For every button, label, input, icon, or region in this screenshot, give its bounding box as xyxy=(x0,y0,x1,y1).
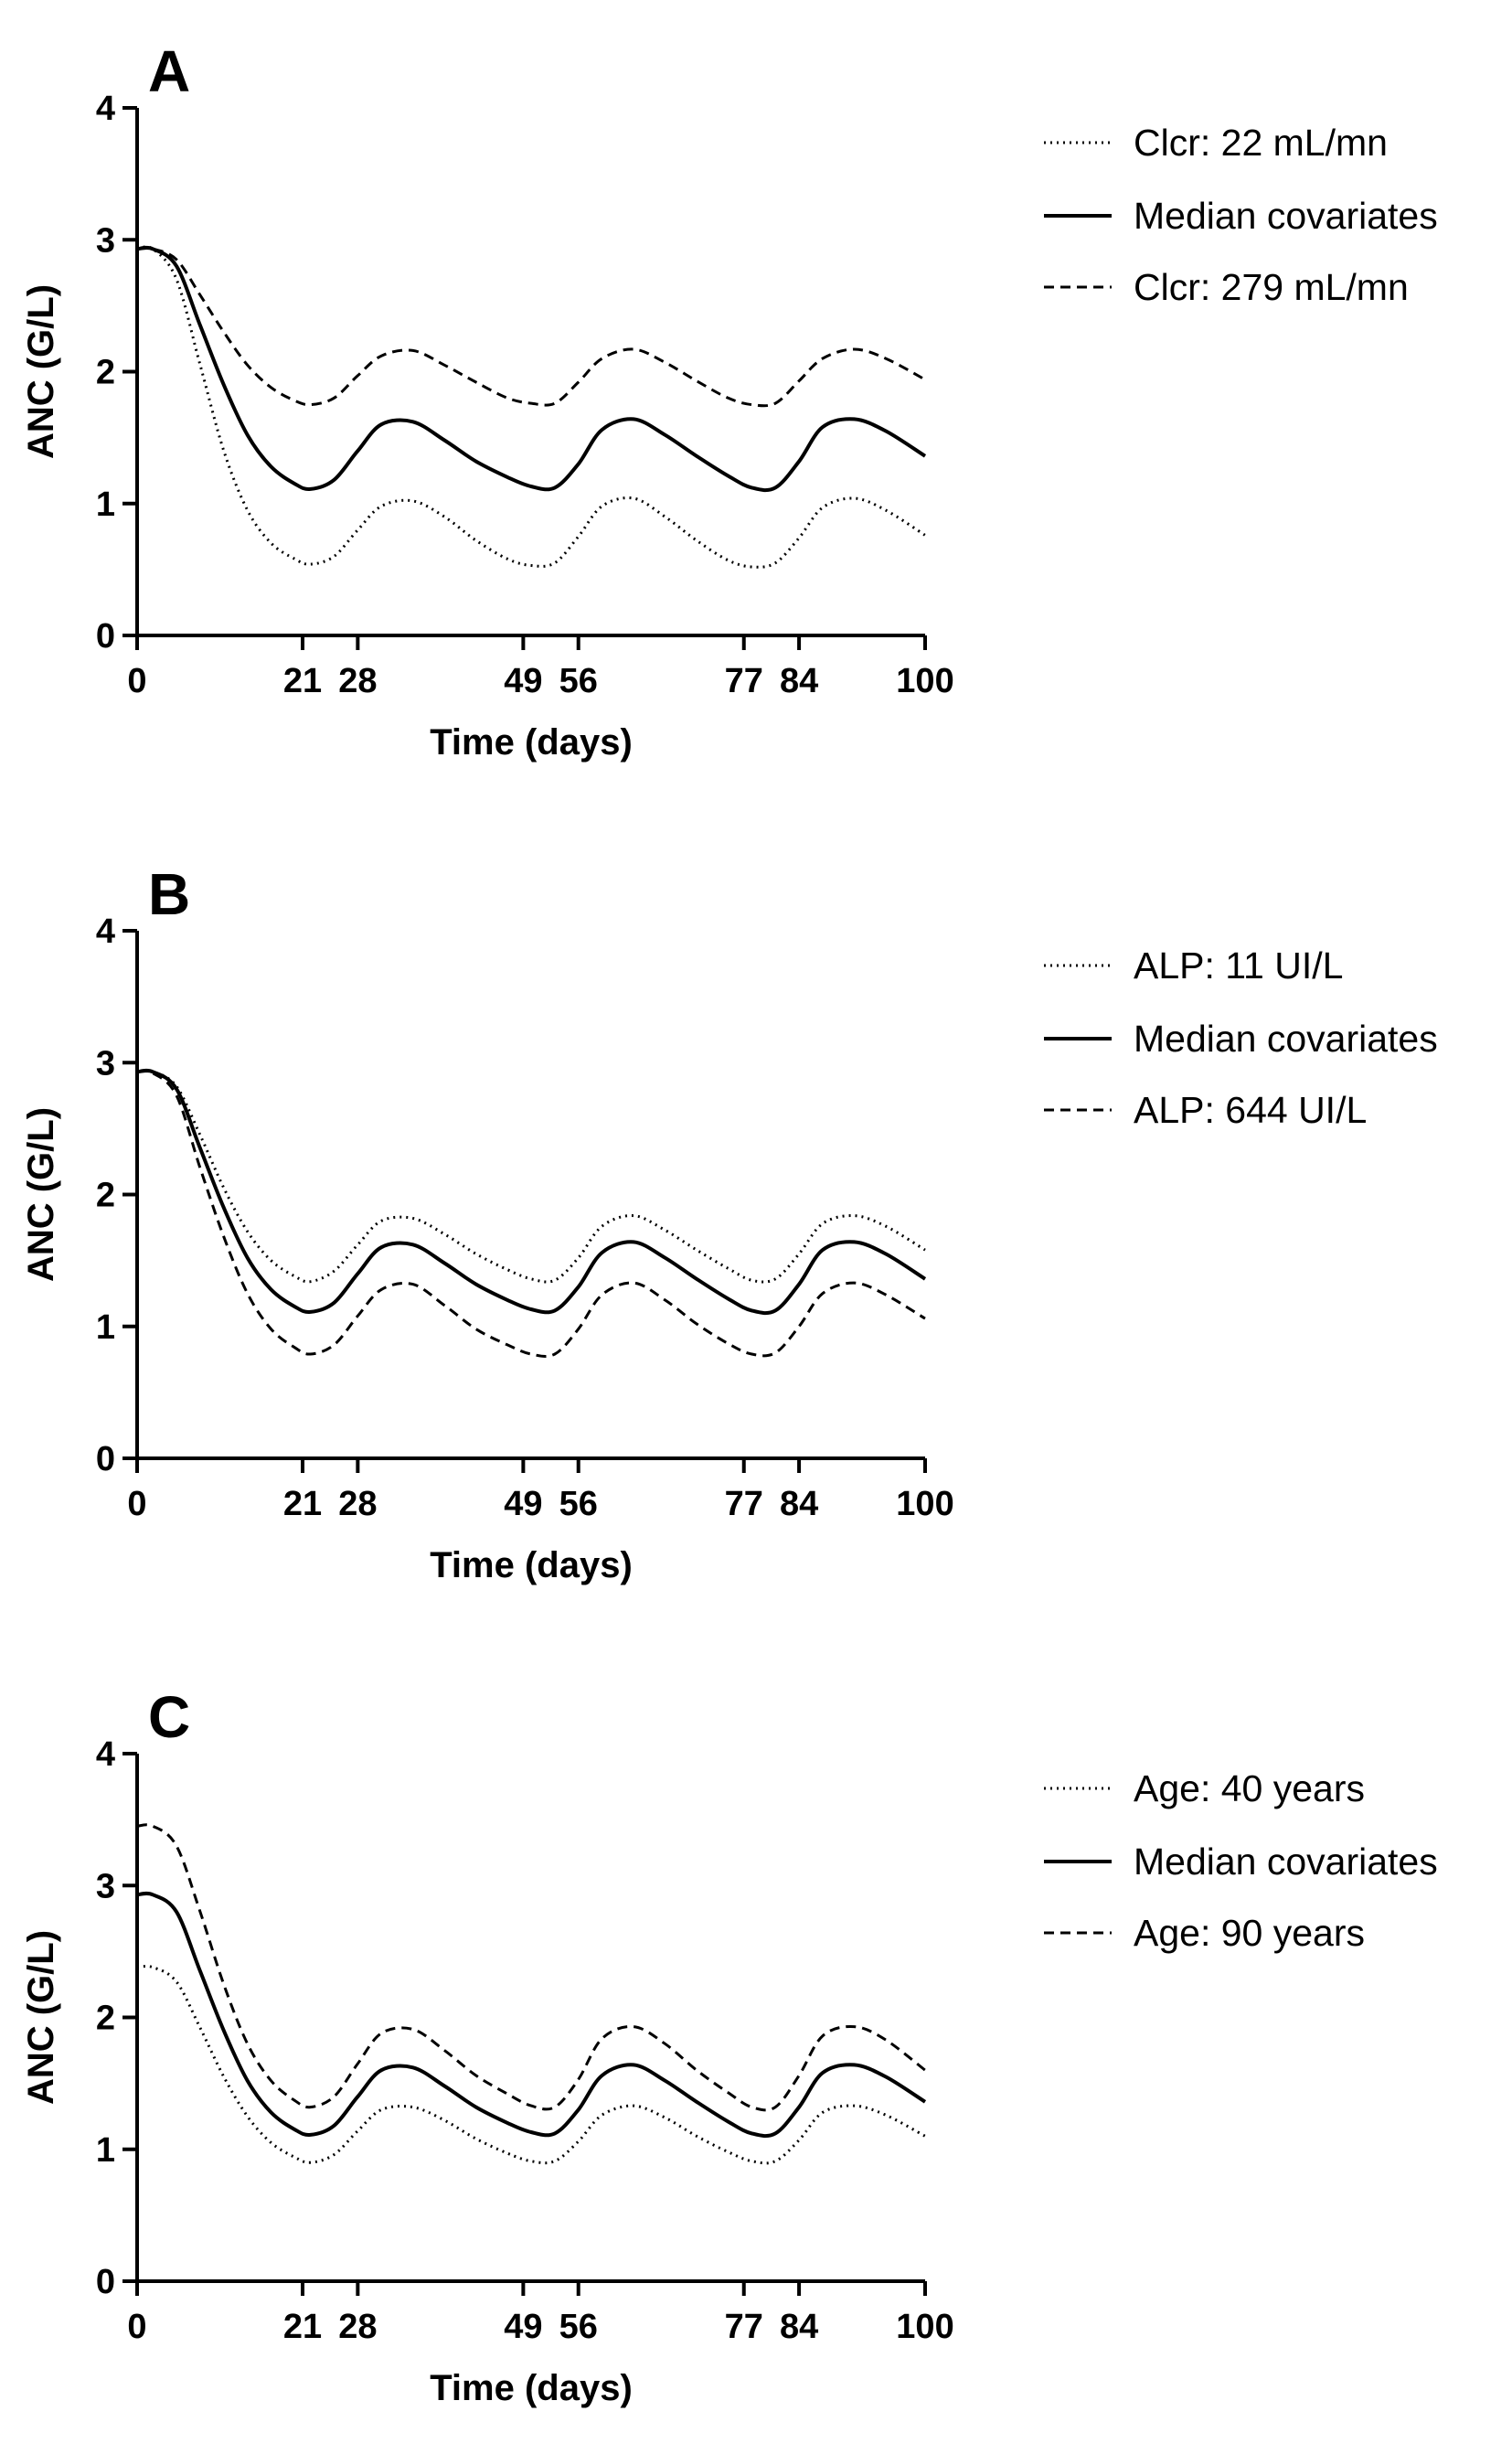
x-tick-label: 100 xyxy=(896,2308,953,2346)
y-tick-label: 1 xyxy=(96,485,115,524)
y-axis-title: ANC (G/L) xyxy=(21,1930,61,2105)
y-tick-label: 4 xyxy=(96,912,115,951)
x-tick-label: 0 xyxy=(127,2308,146,2346)
y-tick-label: 0 xyxy=(96,2263,115,2301)
legend-label: Clcr: 22 mL/mn xyxy=(1134,122,1388,164)
chart-panel-a: A 0 1 2 3 4 0 21 28 49 56 77 84 100 Time (days) ANC (G/… xyxy=(21,38,1438,763)
x-tick-label: 21 xyxy=(283,662,322,700)
x-tick-label: 28 xyxy=(338,1485,377,1523)
x-tick-label: 28 xyxy=(338,2308,377,2346)
x-tick-label: 84 xyxy=(780,1485,818,1523)
y-tick-label: 3 xyxy=(96,1044,115,1083)
x-tick-label: 100 xyxy=(896,1485,953,1523)
legend-label: Median covariates xyxy=(1134,1018,1438,1060)
x-tick-label: 84 xyxy=(780,2308,818,2346)
x-tick-label: 56 xyxy=(559,662,598,700)
x-axis-title: Time (days) xyxy=(430,722,633,763)
y-tick-label: 4 xyxy=(96,90,115,128)
y-tick-label: 2 xyxy=(96,1177,115,1215)
y-tick-label: 2 xyxy=(96,2000,115,2038)
x-tick-label: 0 xyxy=(127,662,146,700)
x-tick-label: 56 xyxy=(559,2308,598,2346)
legend-label: Age: 40 years xyxy=(1134,1767,1365,1809)
legend-label: ALP: 644 UI/L xyxy=(1134,1089,1367,1131)
x-tick-label: 21 xyxy=(283,2308,322,2346)
x-tick-label: 84 xyxy=(780,662,818,700)
y-axis-title: ANC (G/L) xyxy=(21,284,61,459)
x-tick-label: 49 xyxy=(504,1485,542,1523)
y-tick-label: 4 xyxy=(96,1735,115,1774)
x-tick-label: 77 xyxy=(725,1485,763,1523)
y-tick-label: 0 xyxy=(96,1440,115,1478)
panel-letter: A xyxy=(148,38,190,104)
x-tick-label: 77 xyxy=(725,662,763,700)
x-tick-label: 28 xyxy=(338,662,377,700)
chart-panel-c: C 0 1 2 3 4 0 21 28 49 56 77 84 100 Time (days) ANC (G/… xyxy=(21,1684,1438,2408)
panel-letter: B xyxy=(148,861,190,927)
series-line-solid xyxy=(136,1891,927,2139)
y-axis-title: ANC (G/L) xyxy=(21,1107,61,1282)
series-line-dotted xyxy=(136,245,926,569)
y-tick-label: 1 xyxy=(96,1308,115,1347)
legend-label: Median covariates xyxy=(1134,1840,1438,1883)
series-line-dotted xyxy=(136,1069,926,1284)
x-tick-label: 56 xyxy=(559,1485,598,1523)
panel-letter: C xyxy=(148,1684,190,1750)
y-tick-label: 3 xyxy=(96,221,115,260)
legend-label: Age: 90 years xyxy=(1134,1912,1365,1954)
x-tick-label: 21 xyxy=(283,1485,322,1523)
y-tick-label: 0 xyxy=(96,617,115,656)
chart-panel-b: B 0 1 2 3 4 0 21 28 49 56 77 84 100 Time (days) ANC (G/… xyxy=(21,861,1438,1585)
x-tick-label: 49 xyxy=(504,2308,542,2346)
y-tick-label: 2 xyxy=(96,354,115,392)
legend-label: Median covariates xyxy=(1134,195,1438,237)
series-line-dashed xyxy=(136,1823,926,2112)
y-tick-label: 1 xyxy=(96,2131,115,2170)
x-tick-label: 49 xyxy=(504,662,542,700)
series-line-solid xyxy=(136,1068,927,1316)
y-tick-label: 3 xyxy=(96,1867,115,1905)
x-axis-title: Time (days) xyxy=(430,2368,633,2408)
x-tick-label: 100 xyxy=(896,662,953,700)
legend-label: ALP: 11 UI/L xyxy=(1134,944,1343,987)
legend-label: Clcr: 279 mL/mn xyxy=(1134,266,1409,308)
x-axis-title: Time (days) xyxy=(430,1545,633,1585)
x-tick-label: 77 xyxy=(725,2308,763,2346)
series-line-dashed xyxy=(136,246,926,408)
series-line-dashed xyxy=(136,1070,926,1358)
x-tick-label: 0 xyxy=(127,1485,146,1523)
series-line-solid xyxy=(136,245,927,493)
